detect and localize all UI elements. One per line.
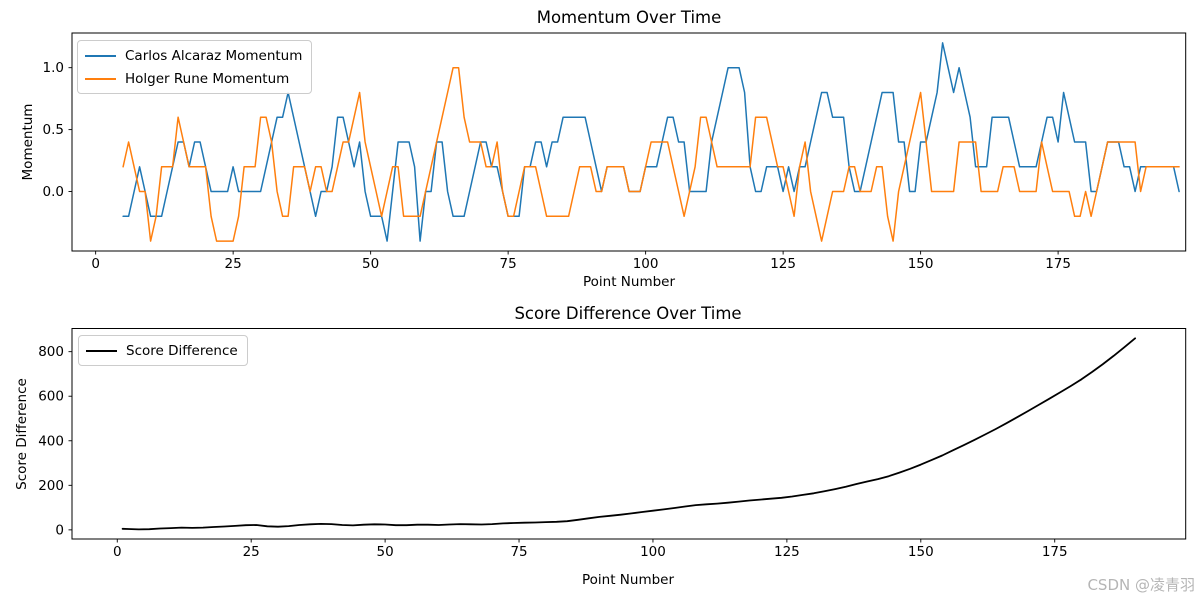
x-tick-label: 150	[908, 256, 934, 272]
x-tick-label: 175	[1042, 544, 1068, 560]
x-tick-label: 25	[243, 544, 260, 560]
alcaraz-line-swatch-icon	[85, 54, 116, 57]
axes-border	[71, 32, 1187, 252]
y-tick-label: 0.0	[43, 184, 64, 200]
momentum-chart-title: Momentum Over Time	[536, 8, 722, 27]
x-tick-label: 175	[1045, 256, 1071, 272]
x-tick-label: 75	[500, 256, 517, 272]
series-line	[121, 337, 1136, 531]
score-diff-legend: Score Difference	[78, 335, 248, 366]
rune-line-swatch-icon	[85, 77, 116, 80]
legend-entry-rune: Holger Rune Momentum	[85, 69, 302, 88]
momentum-xaxis-label: Point Number	[582, 274, 676, 290]
axes-group-1: 0 25 50 75 100 125 150 175 0 200 400 600 800	[38, 328, 1187, 560]
y-tick-label: 0.5	[43, 122, 64, 138]
x-tick-label: 0	[91, 256, 100, 272]
x-tick-label: 150	[908, 544, 934, 560]
score-diff-chart-title: Score Difference Over Time	[514, 304, 742, 323]
y-tick-label: 600	[38, 389, 64, 405]
csdn-watermark: CSDN @凌青羽	[1087, 576, 1195, 594]
legend-entry-alcaraz: Carlos Alcaraz Momentum	[85, 46, 302, 65]
y-tick-label: 1.0	[43, 60, 64, 76]
y-tick-label: 0	[55, 522, 64, 538]
legend-label-rune: Holger Rune Momentum	[125, 70, 290, 87]
series-line	[122, 66, 1180, 242]
x-tick-label: 125	[770, 256, 796, 272]
x-tick-label: 75	[510, 544, 527, 560]
x-tick-label: 100	[633, 256, 659, 272]
x-tick-label: 25	[225, 256, 242, 272]
legend-label-score-diff: Score Difference	[126, 342, 238, 359]
series-line	[122, 42, 1180, 242]
x-tick-label: 50	[362, 256, 379, 272]
legend-label-alcaraz: Carlos Alcaraz Momentum	[125, 47, 303, 64]
score-diff-yaxis-label: Score Difference	[14, 378, 30, 490]
x-tick-label: 0	[113, 544, 122, 560]
axes-border	[71, 328, 1187, 540]
x-tick-label: 50	[377, 544, 394, 560]
y-tick-label: 400	[38, 433, 64, 449]
y-tick-label: 200	[38, 478, 64, 494]
score-diff-line-swatch-icon	[86, 349, 117, 352]
score-diff-xaxis-label: Point Number	[581, 572, 675, 588]
axes-group-0: 0 25 50 75 100 125 150 175 0.0 0.5 1.0	[43, 32, 1187, 272]
momentum-legend: Carlos Alcaraz Momentum Holger Rune Mome…	[77, 40, 313, 94]
legend-entry-score-diff: Score Difference	[86, 341, 238, 360]
momentum-yaxis-label: Momentum	[20, 103, 36, 181]
x-tick-label: 100	[640, 544, 666, 560]
y-tick-label: 800	[38, 344, 64, 360]
x-tick-label: 125	[774, 544, 800, 560]
